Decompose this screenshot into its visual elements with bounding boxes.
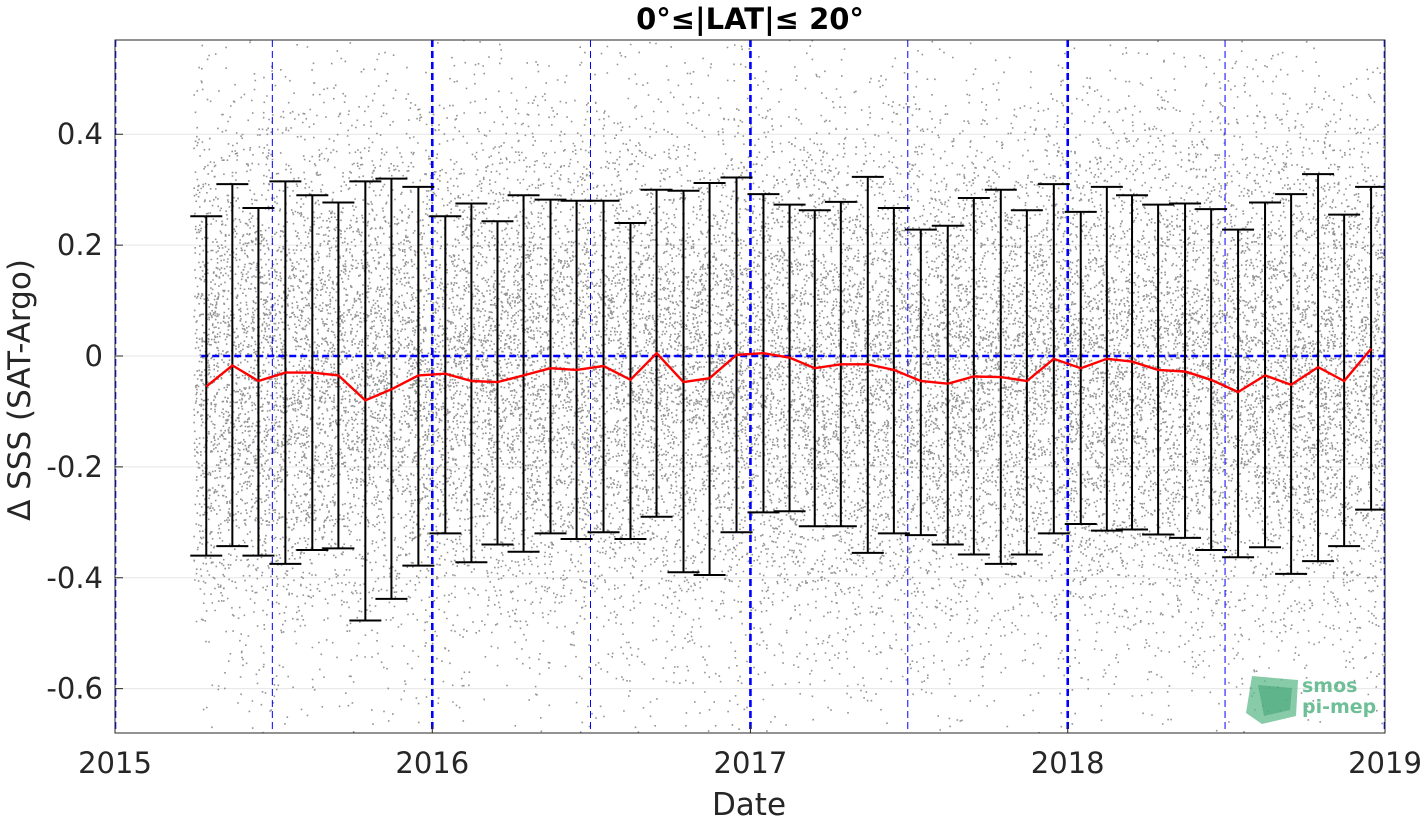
y-tick-label: 0.4 (57, 117, 103, 151)
logo-shape-shade (1258, 685, 1292, 716)
y-axis: 0.4 0.2 0 -0.2 -0.4 -0.6 (46, 117, 123, 706)
mean-line-path (205, 348, 1373, 402)
x-axis-label: Date (712, 787, 786, 819)
logo-text-smos: smos (1302, 675, 1357, 697)
x-tick-label: 2019 (1348, 746, 1422, 780)
y-tick-label: 0 (85, 339, 103, 373)
y-tick-label: -0.4 (46, 561, 103, 595)
y-tick-label: -0.6 (46, 672, 103, 706)
x-tick-label: 2015 (78, 746, 152, 780)
reference-lines (115, 40, 1385, 733)
mean-line (205, 348, 1373, 402)
y-tick-label: -0.2 (46, 450, 103, 484)
x-tick-label: 2018 (1031, 746, 1105, 780)
y-axis-label: Δ SSS (SAT-Argo) (2, 259, 38, 521)
x-tick-label: 2016 (395, 746, 469, 780)
x-tick-label: 2017 (714, 746, 788, 780)
x-axis: 2015 2016 2017 2018 2019 (78, 725, 1422, 780)
chart-title: 0°≤|LAT|≤ 20° (636, 2, 864, 36)
smos-pi-mep-logo: smos pi-mep (1246, 675, 1376, 724)
logo-text-pi-mep: pi-mep (1302, 696, 1376, 718)
y-tick-label: 0.2 (57, 228, 103, 262)
